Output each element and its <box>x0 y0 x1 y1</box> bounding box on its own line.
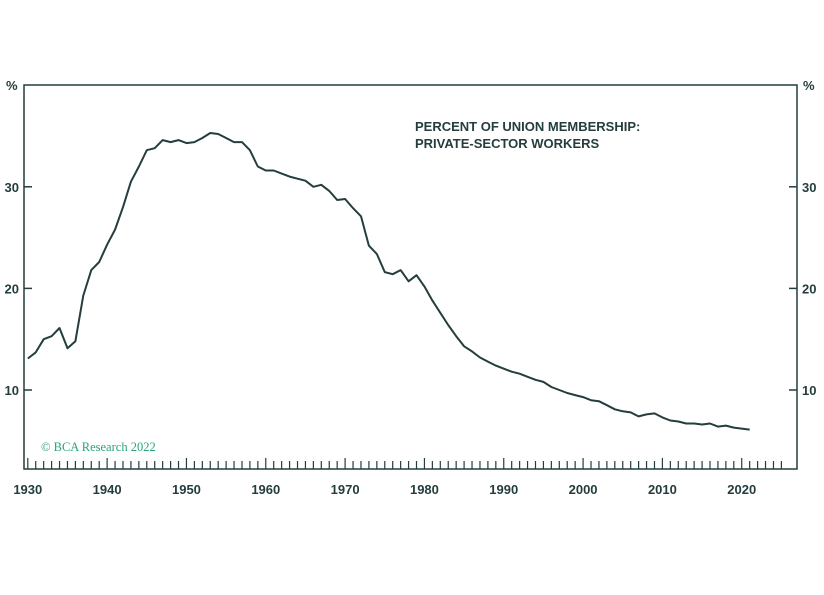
y-tick-label-right: 20 <box>802 281 816 296</box>
x-tick-label: 1950 <box>172 482 201 497</box>
y-unit-right: % <box>803 78 815 93</box>
y-tick-label-right: 10 <box>802 383 816 398</box>
y-axis-left: 10 20 30 <box>5 180 32 398</box>
plot-frame <box>23 84 798 470</box>
x-tick-label: 1960 <box>251 482 280 497</box>
x-tick-label: 2000 <box>569 482 598 497</box>
x-axis: 1930 1940 1950 1960 1970 1980 1990 2000 2010 2020 <box>13 458 783 497</box>
y-unit-left: % <box>6 78 18 93</box>
union-membership-line <box>27 132 750 431</box>
y-axis-right: 10 20 30 <box>789 180 816 398</box>
x-tick-label: 2010 <box>648 482 677 497</box>
x-tick-label: 1980 <box>410 482 439 497</box>
x-tick-label: 1930 <box>13 482 42 497</box>
x-tick-label: 2020 <box>727 482 756 497</box>
chart-title-line-1: PERCENT OF UNION MEMBERSHIP: <box>415 119 640 134</box>
y-tick-label-left: 20 <box>5 281 19 296</box>
y-tick-label-left: 10 <box>5 383 19 398</box>
x-tick-label: 1970 <box>331 482 360 497</box>
y-tick-label-left: 30 <box>5 180 19 195</box>
chart-title-line-2: PRIVATE-SECTOR WORKERS <box>415 136 600 151</box>
x-tick-label: 1990 <box>489 482 518 497</box>
y-tick-label-right: 30 <box>802 180 816 195</box>
credit-text: © BCA Research 2022 <box>41 440 156 454</box>
x-tick-label: 1940 <box>93 482 122 497</box>
